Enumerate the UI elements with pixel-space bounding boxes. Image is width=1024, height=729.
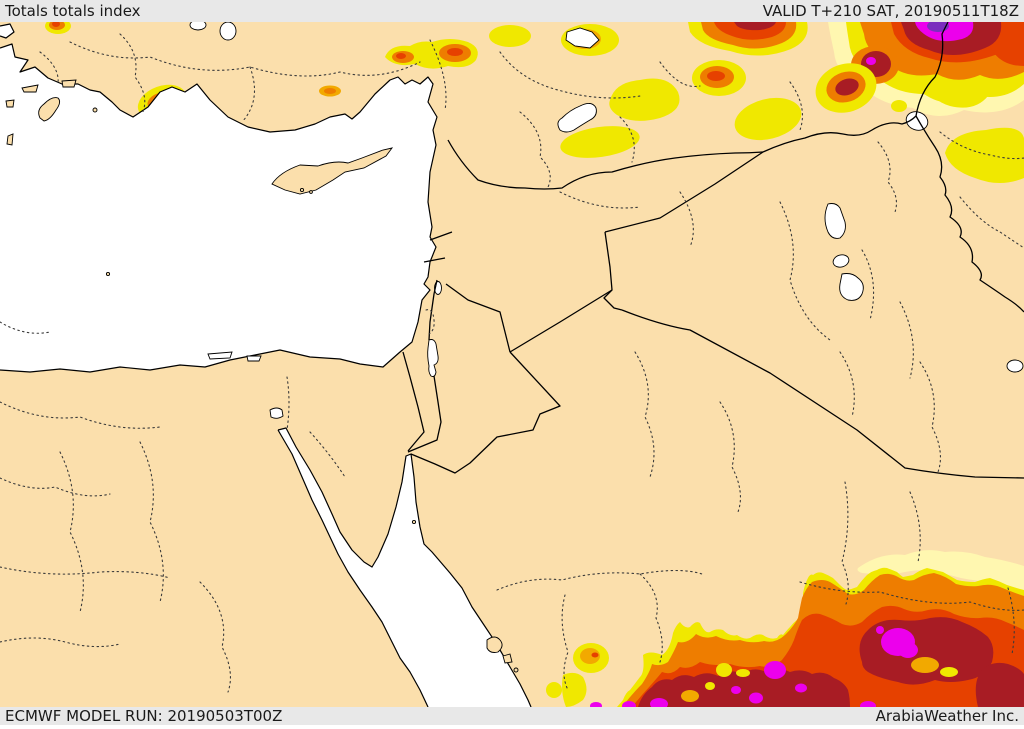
country-borders [402, 22, 1024, 479]
lake-tuz [565, 27, 600, 49]
sea-shapes [0, 23, 532, 707]
cyprus-island [271, 147, 394, 195]
lake-shapes [189, 22, 1024, 419]
weather-map-svg [0, 22, 1024, 707]
lake-van [557, 103, 597, 133]
header-bar: Totals totals index VALID T+210 SAT, 201… [0, 0, 1024, 22]
credit-label: ArabiaWeather Inc. [875, 707, 1019, 725]
lake-qaroun [269, 407, 284, 419]
lake-tharthar [824, 203, 846, 239]
footer-bar: ECMWF MODEL RUN: 20190503T00Z ArabiaWeat… [0, 707, 1024, 727]
lake-urmia [905, 111, 929, 131]
lake-habbaniyah [832, 254, 850, 268]
contour-field [45, 22, 1024, 707]
rhodes-island [38, 97, 61, 122]
page-title: Totals totals index [5, 2, 141, 20]
dead-sea [427, 339, 439, 377]
valid-time-label: VALID T+210 SAT, 20190511T18Z [762, 2, 1019, 20]
lake-razzaza [839, 273, 864, 301]
map-canvas [0, 22, 1024, 707]
island-shapes [5, 79, 519, 673]
admin-borders [0, 33, 1024, 693]
model-run-label: ECMWF MODEL RUN: 20190503T00Z [5, 707, 283, 725]
